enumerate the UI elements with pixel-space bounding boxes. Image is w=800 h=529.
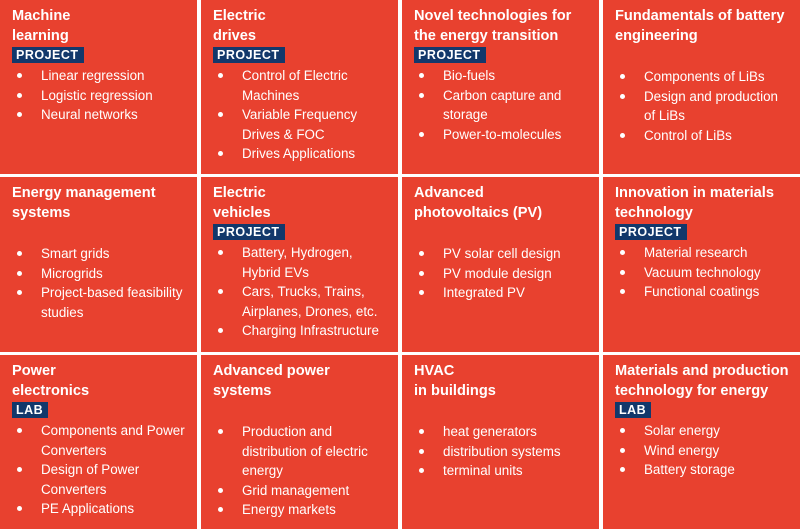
- topic-list: Material research Vacuum technology Functi…: [615, 243, 792, 302]
- topic-item: distribution systems: [414, 442, 591, 462]
- topic-list: Control of Electric Machines Variable Fre…: [213, 66, 390, 164]
- topic-list: Battery, Hydrogen, Hybrid EVs Cars, Truck…: [213, 243, 390, 341]
- badge-spacer: [615, 46, 792, 65]
- course-title: Energy management systems: [12, 185, 156, 221]
- topic-list: PV solar cell design PV module design Inte…: [414, 244, 591, 303]
- topic-item: Design and production of LiBs: [615, 87, 792, 126]
- course-title: Advanced photovoltaics (PV): [414, 185, 543, 221]
- topic-item: Drives Applications: [213, 144, 390, 164]
- topic-item: Vacuum technology: [615, 263, 792, 283]
- topic-item: Bio-fuels: [414, 66, 591, 86]
- topic-item: Linear regression: [12, 66, 189, 86]
- course-type-badge: LAB: [12, 402, 49, 418]
- topic-item: Control of LiBs: [615, 126, 792, 146]
- badge-spacer: [414, 401, 591, 420]
- topic-item: Integrated PV: [414, 283, 591, 303]
- topic-item: Control of Electric Machines: [213, 66, 390, 105]
- topic-list: Bio-fuels Carbon capture and storage Power…: [414, 66, 591, 144]
- topic-list: Solar energy Wind energy Battery storage: [615, 421, 792, 480]
- topic-item: Functional coatings: [615, 282, 792, 302]
- course-title: Fundamentals of battery engineering: [615, 8, 785, 44]
- topic-item: PV solar cell design: [414, 244, 591, 264]
- topic-list: Components and Power Converters Design of…: [12, 421, 189, 519]
- course-title: Machine learning: [12, 8, 71, 44]
- course-type-badge: PROJECT: [615, 224, 687, 240]
- topic-item: Grid management: [213, 481, 390, 501]
- topic-item: Components of LiBs: [615, 67, 792, 87]
- course-card: Power electronics LAB Components and Power…: [0, 355, 197, 529]
- course-title: Electric drives: [213, 8, 266, 44]
- topic-item: Carbon capture and storage: [414, 86, 591, 125]
- course-type-badge: LAB: [615, 402, 652, 418]
- topic-item: Solar energy: [615, 421, 792, 441]
- topic-item: Logistic regression: [12, 86, 189, 106]
- topic-item: Charging Infrastructure: [213, 321, 390, 341]
- course-title: HVAC in buildings: [414, 363, 496, 399]
- course-card: Machine learning PROJECT Linear regression…: [0, 0, 197, 174]
- topic-item: Power-to-molecules: [414, 125, 591, 145]
- course-card: Energy management systems Smart grids Micr…: [0, 177, 197, 352]
- topic-item: Components and Power Converters: [12, 421, 189, 460]
- topic-list: Linear regression Logistic regression Neur…: [12, 66, 189, 125]
- badge-spacer: [414, 223, 591, 242]
- course-card: Novel technologies for the energy transi…: [402, 0, 599, 174]
- topic-item: Microgrids: [12, 264, 189, 284]
- topic-item: Battery storage: [615, 460, 792, 480]
- topic-item: Design of Power Converters: [12, 460, 189, 499]
- topic-item: Neural networks: [12, 105, 189, 125]
- topic-item: PV module design: [414, 264, 591, 284]
- topic-item: Material research: [615, 243, 792, 263]
- course-title: Novel technologies for the energy transi…: [414, 8, 572, 44]
- topic-list: Smart grids Microgrids Project-based feasi…: [12, 244, 189, 322]
- topic-item: Energy markets: [213, 500, 390, 520]
- topic-list: Components of LiBs Design and production …: [615, 67, 792, 145]
- topic-list: Production and distribution of electric …: [213, 422, 390, 520]
- topic-item: terminal units: [414, 461, 591, 481]
- course-card: Innovation in materials technology PROJEC…: [603, 177, 800, 352]
- course-title: Innovation in materials technology: [615, 185, 774, 221]
- course-title: Advanced power systems: [213, 363, 330, 399]
- topic-item: Wind energy: [615, 441, 792, 461]
- topic-item: Project-based feasibility studies: [12, 283, 189, 322]
- topic-item: Variable Frequency Drives & FOC: [213, 105, 390, 144]
- topic-item: PE Applications: [12, 499, 189, 519]
- course-title: Materials and production technology for …: [615, 363, 789, 399]
- course-title: Power electronics: [12, 363, 90, 399]
- course-card: Materials and production technology for …: [603, 355, 800, 529]
- topic-item: Battery, Hydrogen, Hybrid EVs: [213, 243, 390, 282]
- topic-item: Production and distribution of electric …: [213, 422, 390, 481]
- course-card: Electric drives PROJECT Control of Electri…: [201, 0, 398, 174]
- topic-item: Smart grids: [12, 244, 189, 264]
- badge-spacer: [12, 223, 189, 242]
- course-card: Advanced power systems Production and dis…: [201, 355, 398, 529]
- course-type-badge: PROJECT: [213, 47, 285, 63]
- topic-item: heat generators: [414, 422, 591, 442]
- badge-spacer: [213, 401, 390, 420]
- topic-item: Cars, Trucks, Trains, Airplanes, Drones,…: [213, 282, 390, 321]
- course-type-badge: PROJECT: [213, 224, 285, 240]
- topic-list: heat generators distribution systems termi…: [414, 422, 591, 481]
- course-card: Advanced photovoltaics (PV) PV solar cell…: [402, 177, 599, 352]
- course-type-badge: PROJECT: [414, 47, 486, 63]
- course-card: HVAC in buildings heat generators distribu…: [402, 355, 599, 529]
- course-card: Fundamentals of battery engineering Compo…: [603, 0, 800, 174]
- course-type-badge: PROJECT: [12, 47, 84, 63]
- course-card: Electric vehicles PROJECT Battery, Hydroge…: [201, 177, 398, 352]
- course-title: Electric vehicles: [213, 185, 271, 221]
